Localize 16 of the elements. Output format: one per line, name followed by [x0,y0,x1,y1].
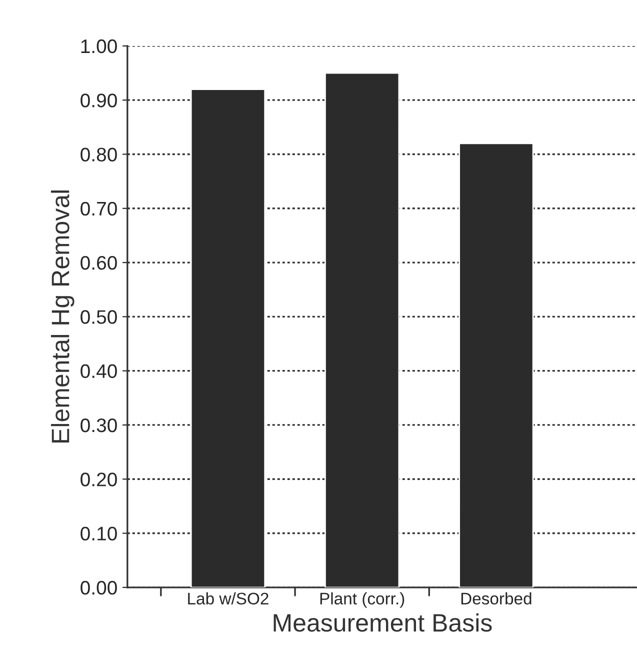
y-axis-title: Elemental Hg Removal [50,190,74,442]
x-axis-title: Measurement Basis [274,613,492,632]
y-tick-label: 0.30 [80,418,117,432]
y-tick-label: 0.50 [80,310,117,324]
x-tick-label: Desorbed [461,592,532,605]
y-tick-label: 0.60 [80,256,117,270]
y-tick-label: 1.00 [81,39,117,54]
y-tick-label: 0.70 [80,202,117,216]
x-tick-label: Plant (corr.) [320,592,404,608]
y-tick-label: 0.90 [80,94,117,108]
y-tick-label: 0.40 [80,364,117,378]
y-tick-label: 0.00 [80,580,117,595]
y-tick-label: 0.80 [80,148,117,162]
y-tick-label: 0.20 [80,472,117,486]
y-tick-label: 0.10 [80,526,117,541]
x-tick-label: Lab w/SO2 [188,592,268,605]
